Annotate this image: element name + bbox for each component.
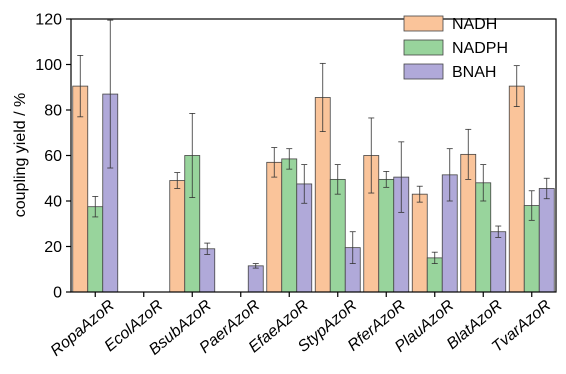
error-bar-nadh-plauazor [416,185,423,203]
y-tick-label-80: 80 [44,103,62,120]
bar-nadh-plauazor [411,193,428,293]
error-bar-nadph-ropaazor [92,196,99,218]
error-bar-nadh-rferazor [368,117,375,194]
y-tick-label-100: 100 [35,57,62,74]
bar-bnah-blatazor [490,231,507,293]
error-bar-nadh-tvarazor [513,65,520,107]
y-tick-label-60: 60 [44,148,62,165]
bar-nadph-ropaazor [87,206,104,293]
legend: NADH NADPH BNAH [403,15,508,81]
error-bar-nadph-plauazor [431,251,438,264]
y-axis-title: coupling yield / % [12,93,29,218]
error-bar-bnah-rferazor [398,141,405,213]
y-tick-label-20: 20 [44,239,62,256]
legend-swatch-nadph [403,39,444,56]
legend-label-nadh: NADH [452,16,497,33]
error-bar-bnah-paerazor [252,263,259,269]
y-axis: 0 20 40 60 80 100 120 [35,12,71,302]
error-bar-nadph-bsubazor [189,113,196,198]
bar-bnah-bsubazor [199,248,216,293]
error-bar-nadh-blatazor [465,128,472,180]
y-tick-label-120: 120 [35,12,62,29]
error-bar-nadh-bsubazor [174,172,181,189]
x-axis: RopaAzoREcolAzoRBsubAzoRPaerAzoREfaeAzoR… [48,292,555,360]
bar-nadph-rferazor [378,178,395,293]
bar-nadh-efaeazor [266,161,283,293]
error-bar-bnah-bsubazor [204,242,211,255]
error-bar-nadph-blatazor [480,164,487,202]
error-bar-bnah-plauazor [446,148,453,202]
bar-bnah-paerazor [247,265,264,293]
bars-layer [72,85,555,293]
bar-nadph-stypazor [329,178,346,293]
error-bar-nadph-tvarazor [528,190,535,221]
error-bar-nadph-rferazor [383,171,390,188]
legend-swatch-nadh [403,15,444,32]
error-bar-nadh-ropaazor [77,55,84,118]
error-bars-layer [77,19,550,269]
error-bar-bnah-efaeazor [301,164,308,204]
error-bar-nadh-efaeazor [271,147,278,178]
error-bar-nadh-stypazor [319,62,326,133]
legend-label-nadph: NADPH [452,40,508,57]
bar-nadh-bsubazor [169,180,186,293]
bar-bnah-tvarazor [538,188,555,293]
error-bar-bnah-ropaazor [107,19,114,169]
legend-swatch-bnah [403,63,444,80]
bar-nadph-efaeazor [281,158,298,293]
error-bar-bnah-stypazor [349,231,356,264]
bar-nadh-tvarazor [508,85,525,293]
y-tick-label-40: 40 [44,194,62,211]
error-bar-bnah-blatazor [495,225,502,238]
y-tick-label-0: 0 [53,285,62,302]
error-bar-nadph-efaeazor [286,148,293,170]
error-bar-bnah-tvarazor [543,177,550,200]
legend-label-bnah: BNAH [452,64,496,81]
error-bar-nadph-stypazor [334,164,341,195]
